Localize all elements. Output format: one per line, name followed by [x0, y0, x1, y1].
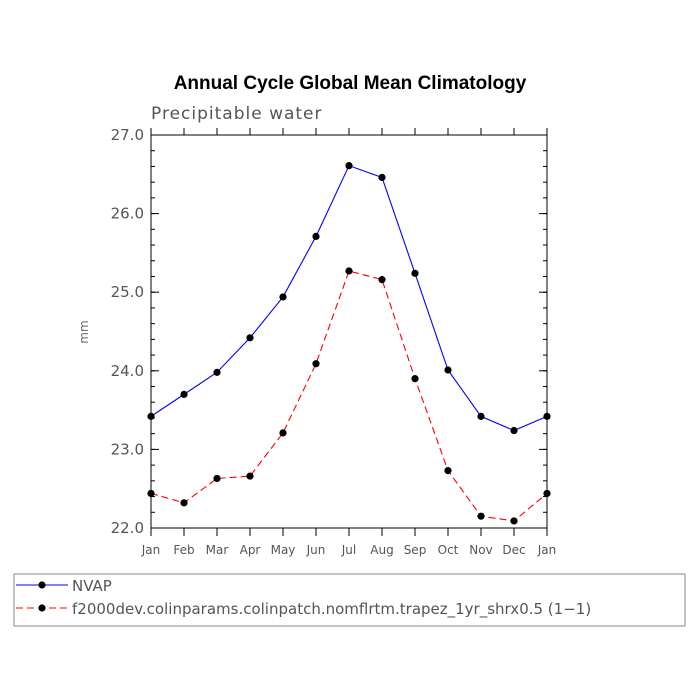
series-2-point [279, 429, 287, 437]
chart-subtitle: Precipitable water [151, 104, 323, 124]
x-tick-label: Mar [206, 543, 229, 557]
series-1-point [345, 162, 353, 170]
series-line-1 [150, 164, 548, 432]
plot-frame [150, 134, 548, 529]
series-2-point [444, 467, 452, 475]
series-2-point [543, 489, 551, 498]
x-tick-label: Jul [341, 543, 356, 557]
x-tick-label: Jan [141, 543, 161, 557]
series-2-point [510, 517, 518, 525]
series-2-point [411, 375, 419, 383]
series-1-point [444, 366, 452, 374]
series-1-point [312, 232, 320, 240]
series-1-point [246, 334, 254, 342]
chart-title: Annual Cycle Global Mean Climatology [174, 73, 527, 94]
series-2-point [180, 499, 188, 507]
legend-marker-1 [38, 581, 46, 589]
x-tick-label: Dec [502, 543, 525, 557]
series-2-point [147, 489, 155, 498]
y-tick-label: 25.0 [111, 283, 144, 301]
y-tick-label: 26.0 [111, 205, 144, 223]
x-tick-label: May [271, 543, 296, 557]
series-2-point [312, 360, 320, 368]
series-2-point [378, 276, 386, 284]
series-1-point [279, 293, 287, 301]
y-axis-label: mm [77, 320, 91, 343]
legend-box [13, 573, 686, 627]
series-1-point [477, 412, 485, 420]
legend-label-1: NVAP [72, 577, 112, 595]
legend: NVAP f2000dev.colinparams.colinpatch.nomf… [13, 573, 686, 627]
series-2-point [213, 474, 221, 483]
x-tick-label: Jan [537, 543, 557, 557]
series-1-point [411, 269, 419, 277]
series-2-point [345, 267, 353, 275]
x-tick-label: Oct [438, 543, 459, 557]
series-layer [147, 162, 551, 525]
x-tick-label: Jun [306, 543, 326, 557]
series-line-2 [150, 270, 548, 522]
y-tick-label: 22.0 [111, 519, 144, 537]
x-tick-label: Sep [404, 543, 427, 557]
y-tick-label: 27.0 [111, 126, 144, 144]
y-tick-label: 23.0 [111, 440, 144, 458]
x-tick-label: Aug [370, 543, 393, 557]
series-1-point [510, 426, 518, 435]
y-tick-label: 24.0 [111, 362, 144, 380]
x-tick-label: Apr [240, 543, 261, 557]
legend-label-2: f2000dev.colinparams.colinpatch.nomflrtm… [72, 600, 591, 619]
series-2-point [246, 472, 254, 480]
series-1-point [213, 368, 221, 376]
series-2-point [477, 512, 485, 520]
series-1-point [543, 412, 551, 420]
axes: 22.0 23.0 24.0 25.0 26.0 27.0 Jan Feb Mar Apr May J… [111, 126, 557, 557]
legend-marker-2 [38, 604, 46, 612]
series-1-point [378, 173, 386, 182]
x-tick-label: Nov [469, 543, 492, 557]
series-1-point [147, 412, 155, 420]
series-1-point [180, 390, 188, 398]
x-tick-label: Feb [173, 543, 194, 557]
